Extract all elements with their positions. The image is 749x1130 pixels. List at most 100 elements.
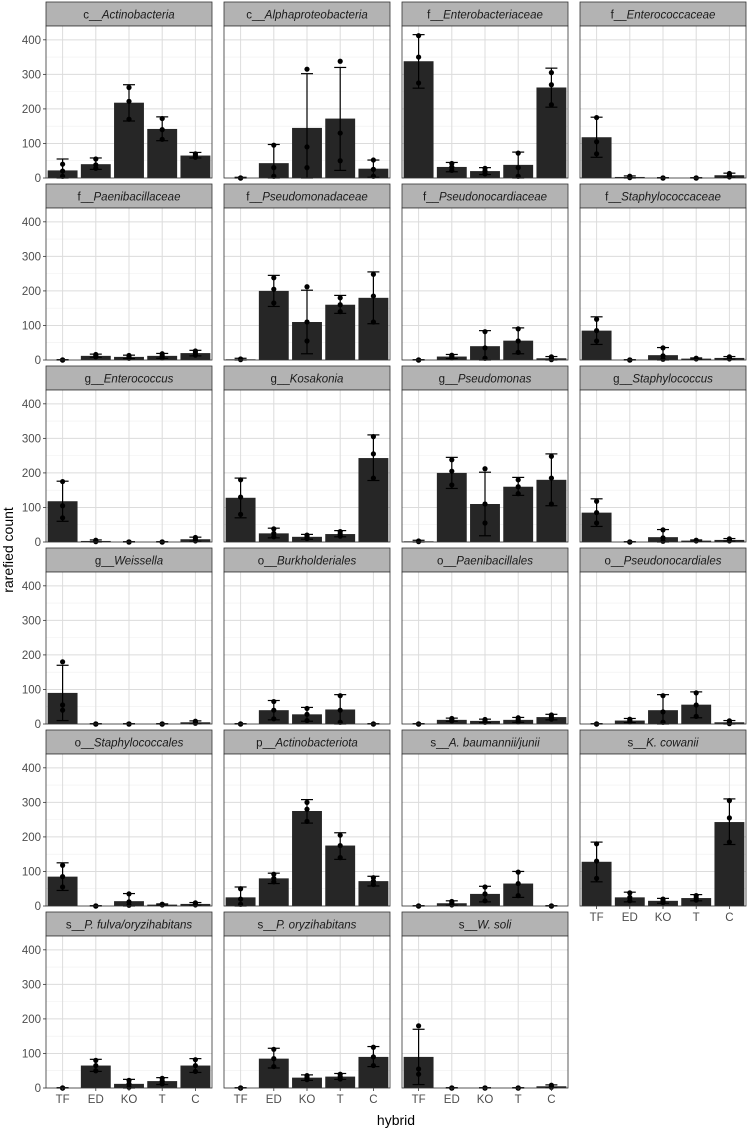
data-point [693, 537, 699, 543]
data-point [548, 501, 555, 507]
facet-taxon-name: Paenibacillales [456, 556, 533, 568]
data-point [482, 501, 488, 507]
data-point [271, 871, 277, 877]
facet-taxon-name: Kosakonia [290, 374, 344, 386]
x-tick-label: T [337, 1094, 344, 1106]
data-point [271, 875, 277, 881]
facet-title: p__Actinobacteriota [256, 738, 358, 750]
data-point [449, 482, 455, 488]
y-tick-label: 200 [22, 286, 41, 298]
panel-border [223, 207, 391, 361]
x-tick-label: T [159, 1094, 166, 1106]
facet-strip [579, 547, 747, 573]
data-point [482, 716, 488, 723]
data-point [548, 70, 555, 76]
facet-strip [401, 1, 569, 27]
facet-strip [401, 547, 569, 573]
data-point [192, 1062, 198, 1069]
facet-title: o__Staphylococcales [75, 738, 184, 750]
data-point [271, 1046, 277, 1052]
facet-taxon-name: Enterococcus [104, 374, 174, 386]
facet-strip [223, 1, 391, 27]
facet-panel: s__A. baumannii/junii [401, 729, 569, 909]
data-point [548, 712, 555, 718]
data-point [126, 84, 132, 91]
facet-title: s__P. oryzihabitans [258, 920, 357, 932]
data-point [594, 858, 600, 864]
data-point [416, 1066, 422, 1072]
data-point [192, 1068, 198, 1075]
panel-border [45, 571, 213, 725]
data-point [693, 355, 699, 361]
facet-taxon-name: W. soli [477, 920, 512, 932]
x-tick-label: TF [412, 1094, 426, 1106]
facet-rank-prefix: s__ [430, 738, 449, 750]
data-point [726, 354, 733, 360]
facet-panel: f__Enterobacteriaceae [401, 1, 569, 179]
y-tick-label: 0 [35, 355, 41, 367]
data-point [60, 862, 66, 868]
data-point [271, 275, 277, 281]
facet-rank-prefix: f__ [246, 192, 263, 204]
data-point [304, 818, 310, 824]
data-point [60, 707, 66, 713]
panel-border [401, 753, 569, 907]
facet-taxon-name: Paenibacillaceae [94, 192, 181, 204]
y-tick-label: 0 [35, 537, 41, 549]
data-point [93, 537, 99, 543]
facet-strip [45, 1, 213, 27]
data-point [416, 1023, 422, 1029]
data-point [271, 286, 277, 292]
facet-title: g__Weissella [95, 556, 163, 568]
data-point [594, 875, 600, 881]
facet-panel: s__P. oryzihabitans TF ED KO T C [223, 911, 391, 1106]
facet-taxon-name: Staphylococcaceae [621, 192, 721, 204]
facet-strip [401, 183, 569, 209]
data-point [370, 1044, 376, 1050]
data-point [482, 466, 488, 472]
x-tick-label: KO [655, 912, 672, 924]
y-tick-label: 400 [22, 763, 41, 775]
facet-strip [401, 365, 569, 391]
data-point [126, 98, 132, 104]
y-tick-label: 400 [22, 581, 41, 593]
data-point [693, 893, 699, 899]
data-point [370, 293, 376, 299]
x-tick-label: C [547, 1094, 555, 1106]
facet-rank-prefix: c__ [246, 10, 265, 22]
data-point [482, 520, 488, 526]
facet-rank-prefix: o__ [258, 556, 278, 568]
panel-border [45, 389, 213, 543]
facet-panel: c__Actinobacteria 0 100 200 300 400 [22, 1, 213, 185]
facet-taxon-name: Burkholderiales [277, 556, 357, 568]
data-point [304, 284, 310, 290]
data-point [449, 352, 455, 358]
data-point [660, 353, 666, 359]
data-point [660, 535, 666, 541]
panel-border [401, 25, 569, 179]
panel-border [579, 571, 747, 725]
facet-panel: c__Alphaproteobacteria [223, 1, 391, 181]
y-tick-label: 0 [35, 901, 41, 913]
facet-rank-prefix: s__ [459, 920, 478, 932]
data-point [482, 355, 488, 361]
y-tick-label: 200 [22, 650, 41, 662]
data-point [238, 896, 244, 902]
data-point [126, 116, 132, 122]
facet-taxon-name: Enterococcaceae [627, 10, 716, 22]
facet-title: o__Burkholderiales [258, 556, 357, 568]
facet-title: g__Staphylococcus [613, 374, 713, 386]
y-tick-label: 0 [35, 173, 41, 185]
data-point [192, 348, 198, 354]
data-point [482, 884, 488, 890]
bar [80, 1065, 111, 1088]
facet-strip [223, 729, 391, 755]
data-point [60, 478, 66, 485]
data-point [192, 900, 198, 906]
data-point [449, 468, 455, 474]
y-tick-label: 300 [22, 979, 41, 991]
panel-border [223, 571, 391, 725]
facet-panel: g__Staphylococcus [579, 365, 747, 545]
data-point [60, 515, 66, 521]
panel-border [45, 25, 213, 179]
